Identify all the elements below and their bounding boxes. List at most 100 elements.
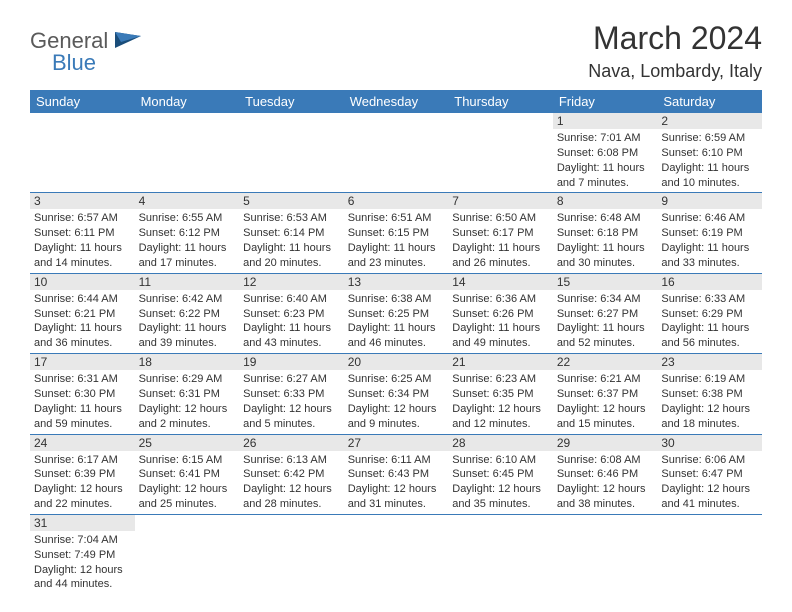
day-details: Sunrise: 7:04 AMSunset: 7:49 PMDaylight:… (30, 531, 135, 594)
sunrise: Sunrise: 6:36 AM (452, 292, 549, 307)
day-number: 6 (344, 193, 449, 209)
sunrise: Sunrise: 7:01 AM (557, 131, 654, 146)
day-number: 4 (135, 193, 240, 209)
sunset: Sunset: 6:08 PM (557, 146, 654, 161)
sunrise: Sunrise: 6:44 AM (34, 292, 131, 307)
day-number: 9 (657, 193, 762, 209)
day-number: 5 (239, 193, 344, 209)
day-details: Sunrise: 6:34 AMSunset: 6:27 PMDaylight:… (553, 290, 658, 353)
day-number: 20 (344, 354, 449, 370)
header: General Blue March 2024 Nava, Lombardy, … (30, 20, 762, 82)
day-header: Wednesday (344, 90, 449, 113)
calendar-cell: 29Sunrise: 6:08 AMSunset: 6:46 PMDayligh… (553, 434, 658, 514)
sunrise: Sunrise: 6:25 AM (348, 372, 445, 387)
calendar-cell (448, 113, 553, 193)
sunrise: Sunrise: 6:33 AM (661, 292, 758, 307)
day-number: 18 (135, 354, 240, 370)
calendar-cell: 5Sunrise: 6:53 AMSunset: 6:14 PMDaylight… (239, 193, 344, 273)
day-number: 11 (135, 274, 240, 290)
daylight: Daylight: 11 hours and 43 minutes. (243, 321, 340, 351)
sunset: Sunset: 6:29 PM (661, 307, 758, 322)
calendar-cell: 10Sunrise: 6:44 AMSunset: 6:21 PMDayligh… (30, 273, 135, 353)
sunset: Sunset: 6:41 PM (139, 467, 236, 482)
daylight: Daylight: 11 hours and 33 minutes. (661, 241, 758, 271)
sunrise: Sunrise: 6:11 AM (348, 453, 445, 468)
day-details: Sunrise: 6:19 AMSunset: 6:38 PMDaylight:… (657, 370, 762, 433)
daylight: Daylight: 12 hours and 31 minutes. (348, 482, 445, 512)
daylight: Daylight: 12 hours and 25 minutes. (139, 482, 236, 512)
day-details: Sunrise: 6:48 AMSunset: 6:18 PMDaylight:… (553, 209, 658, 272)
day-number: 21 (448, 354, 553, 370)
sunset: Sunset: 6:33 PM (243, 387, 340, 402)
calendar-cell: 26Sunrise: 6:13 AMSunset: 6:42 PMDayligh… (239, 434, 344, 514)
calendar-week: 17Sunrise: 6:31 AMSunset: 6:30 PMDayligh… (30, 354, 762, 434)
sunset: Sunset: 6:35 PM (452, 387, 549, 402)
daylight: Daylight: 11 hours and 10 minutes. (661, 161, 758, 191)
day-number: 10 (30, 274, 135, 290)
calendar-cell (135, 113, 240, 193)
sunset: Sunset: 6:23 PM (243, 307, 340, 322)
day-details: Sunrise: 6:11 AMSunset: 6:43 PMDaylight:… (344, 451, 449, 514)
day-header: Monday (135, 90, 240, 113)
day-details: Sunrise: 6:15 AMSunset: 6:41 PMDaylight:… (135, 451, 240, 514)
calendar-header: SundayMondayTuesdayWednesdayThursdayFrid… (30, 90, 762, 113)
sunrise: Sunrise: 6:06 AM (661, 453, 758, 468)
day-number: 7 (448, 193, 553, 209)
day-number: 2 (657, 113, 762, 129)
sunrise: Sunrise: 6:15 AM (139, 453, 236, 468)
sunset: Sunset: 6:15 PM (348, 226, 445, 241)
calendar-cell: 1Sunrise: 7:01 AMSunset: 6:08 PMDaylight… (553, 113, 658, 193)
page-title: March 2024 (588, 20, 762, 57)
calendar-cell: 22Sunrise: 6:21 AMSunset: 6:37 PMDayligh… (553, 354, 658, 434)
calendar-cell: 16Sunrise: 6:33 AMSunset: 6:29 PMDayligh… (657, 273, 762, 353)
sunrise: Sunrise: 6:21 AM (557, 372, 654, 387)
sunset: Sunset: 6:38 PM (661, 387, 758, 402)
day-header: Tuesday (239, 90, 344, 113)
day-details: Sunrise: 6:42 AMSunset: 6:22 PMDaylight:… (135, 290, 240, 353)
sunrise: Sunrise: 6:46 AM (661, 211, 758, 226)
day-number: 30 (657, 435, 762, 451)
logo: General Blue (30, 28, 141, 76)
daylight: Daylight: 12 hours and 28 minutes. (243, 482, 340, 512)
sunset: Sunset: 6:11 PM (34, 226, 131, 241)
day-details: Sunrise: 6:57 AMSunset: 6:11 PMDaylight:… (30, 209, 135, 272)
daylight: Daylight: 11 hours and 36 minutes. (34, 321, 131, 351)
daylight: Daylight: 12 hours and 18 minutes. (661, 402, 758, 432)
sunrise: Sunrise: 6:19 AM (661, 372, 758, 387)
day-number: 14 (448, 274, 553, 290)
calendar-week: 24Sunrise: 6:17 AMSunset: 6:39 PMDayligh… (30, 434, 762, 514)
sunset: Sunset: 6:39 PM (34, 467, 131, 482)
calendar-cell (239, 514, 344, 594)
calendar-cell: 28Sunrise: 6:10 AMSunset: 6:45 PMDayligh… (448, 434, 553, 514)
calendar-cell: 30Sunrise: 6:06 AMSunset: 6:47 PMDayligh… (657, 434, 762, 514)
sunset: Sunset: 6:19 PM (661, 226, 758, 241)
logo-text-blue: Blue (52, 50, 141, 76)
sunrise: Sunrise: 7:04 AM (34, 533, 131, 548)
calendar-cell: 4Sunrise: 6:55 AMSunset: 6:12 PMDaylight… (135, 193, 240, 273)
sunset: Sunset: 6:21 PM (34, 307, 131, 322)
day-details: Sunrise: 6:06 AMSunset: 6:47 PMDaylight:… (657, 451, 762, 514)
sunset: Sunset: 6:27 PM (557, 307, 654, 322)
sunset: Sunset: 7:49 PM (34, 548, 131, 563)
calendar-cell: 18Sunrise: 6:29 AMSunset: 6:31 PMDayligh… (135, 354, 240, 434)
location: Nava, Lombardy, Italy (588, 61, 762, 82)
day-details: Sunrise: 6:29 AMSunset: 6:31 PMDaylight:… (135, 370, 240, 433)
day-details: Sunrise: 6:59 AMSunset: 6:10 PMDaylight:… (657, 129, 762, 192)
calendar-cell: 11Sunrise: 6:42 AMSunset: 6:22 PMDayligh… (135, 273, 240, 353)
sunset: Sunset: 6:22 PM (139, 307, 236, 322)
sunrise: Sunrise: 6:13 AM (243, 453, 340, 468)
sunset: Sunset: 6:12 PM (139, 226, 236, 241)
calendar-table: SundayMondayTuesdayWednesdayThursdayFrid… (30, 90, 762, 594)
day-number: 12 (239, 274, 344, 290)
day-details: Sunrise: 6:38 AMSunset: 6:25 PMDaylight:… (344, 290, 449, 353)
day-number: 24 (30, 435, 135, 451)
daylight: Daylight: 11 hours and 49 minutes. (452, 321, 549, 351)
calendar-cell (344, 113, 449, 193)
day-details: Sunrise: 6:17 AMSunset: 6:39 PMDaylight:… (30, 451, 135, 514)
daylight: Daylight: 11 hours and 26 minutes. (452, 241, 549, 271)
day-details: Sunrise: 6:44 AMSunset: 6:21 PMDaylight:… (30, 290, 135, 353)
calendar-cell (239, 113, 344, 193)
day-details: Sunrise: 6:53 AMSunset: 6:14 PMDaylight:… (239, 209, 344, 272)
sunrise: Sunrise: 6:10 AM (452, 453, 549, 468)
daylight: Daylight: 12 hours and 5 minutes. (243, 402, 340, 432)
